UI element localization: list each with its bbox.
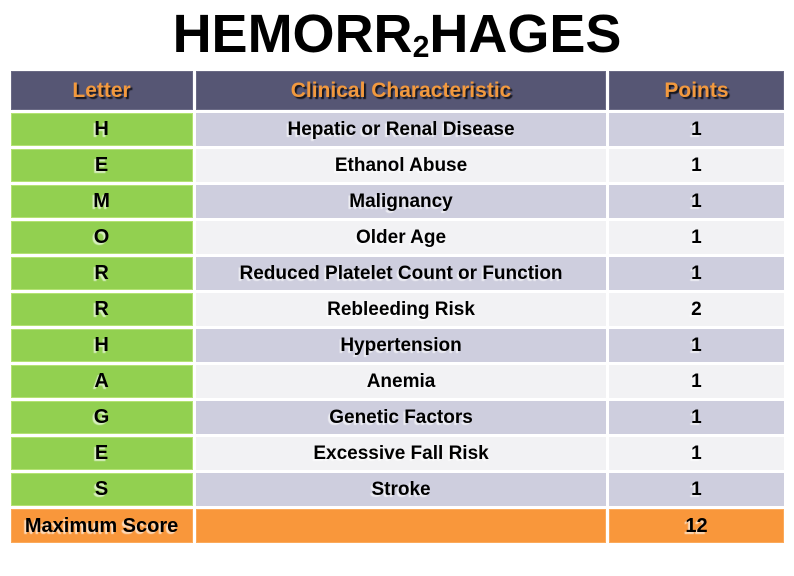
letter-cell: E xyxy=(10,437,193,470)
title-subscript: 2 xyxy=(412,31,430,65)
table-row: R Reduced Platelet Count or Function 1 xyxy=(10,257,784,290)
characteristic-cell: Ethanol Abuse xyxy=(195,149,607,182)
points-cell: 1 xyxy=(609,149,784,182)
characteristic-cell: Hepatic or Renal Disease xyxy=(195,113,607,146)
title-prefix: HEMORR xyxy=(172,4,413,64)
table-row: G Genetic Factors 1 xyxy=(10,401,784,434)
max-score-points: 12 xyxy=(609,509,784,543)
characteristic-cell: Malignancy xyxy=(195,185,607,218)
points-cell: 1 xyxy=(609,473,784,506)
points-cell: 2 xyxy=(609,293,784,326)
characteristic-cell: Anemia xyxy=(195,365,607,398)
letter-cell: H xyxy=(10,113,193,146)
hemorrhages-score-table: Letter Clinical Characteristic Points H … xyxy=(8,68,787,546)
max-score-characteristic-cell xyxy=(195,509,607,543)
title-suffix: HAGES xyxy=(429,4,622,64)
column-header-points: Points xyxy=(609,71,784,110)
points-cell: 1 xyxy=(609,365,784,398)
column-header-clinical-characteristic: Clinical Characteristic xyxy=(195,71,607,110)
header-row: Letter Clinical Characteristic Points xyxy=(10,71,784,110)
characteristic-cell: Genetic Factors xyxy=(195,401,607,434)
points-cell: 1 xyxy=(609,401,784,434)
points-cell: 1 xyxy=(609,185,784,218)
table-row: O Older Age 1 xyxy=(10,221,784,254)
letter-cell: S xyxy=(10,473,193,506)
letter-cell: G xyxy=(10,401,193,434)
letter-cell: E xyxy=(10,149,193,182)
table-row: R Rebleeding Risk 2 xyxy=(10,293,784,326)
points-cell: 1 xyxy=(609,329,784,362)
characteristic-cell: Hypertension xyxy=(195,329,607,362)
table-row: S Stroke 1 xyxy=(10,473,784,506)
points-cell: 1 xyxy=(609,257,784,290)
column-header-letter: Letter xyxy=(10,71,193,110)
characteristic-cell: Stroke xyxy=(195,473,607,506)
table-row: M Malignancy 1 xyxy=(10,185,784,218)
table-row: A Anemia 1 xyxy=(10,365,784,398)
letter-cell: O xyxy=(10,221,193,254)
points-cell: 1 xyxy=(609,113,784,146)
points-cell: 1 xyxy=(609,221,784,254)
table-row: E Ethanol Abuse 1 xyxy=(10,149,784,182)
characteristic-cell: Excessive Fall Risk xyxy=(195,437,607,470)
letter-cell: M xyxy=(10,185,193,218)
page-title: HEMORR2HAGES xyxy=(0,0,794,68)
letter-cell: H xyxy=(10,329,193,362)
footer-row: Maximum Score 12 xyxy=(10,509,784,543)
characteristic-cell: Reduced Platelet Count or Function xyxy=(195,257,607,290)
table-row: H Hypertension 1 xyxy=(10,329,784,362)
characteristic-cell: Older Age xyxy=(195,221,607,254)
table-row: H Hepatic or Renal Disease 1 xyxy=(10,113,784,146)
max-score-label: Maximum Score xyxy=(10,509,193,543)
letter-cell: A xyxy=(10,365,193,398)
characteristic-cell: Rebleeding Risk xyxy=(195,293,607,326)
table-row: E Excessive Fall Risk 1 xyxy=(10,437,784,470)
points-cell: 1 xyxy=(609,437,784,470)
letter-cell: R xyxy=(10,257,193,290)
letter-cell: R xyxy=(10,293,193,326)
